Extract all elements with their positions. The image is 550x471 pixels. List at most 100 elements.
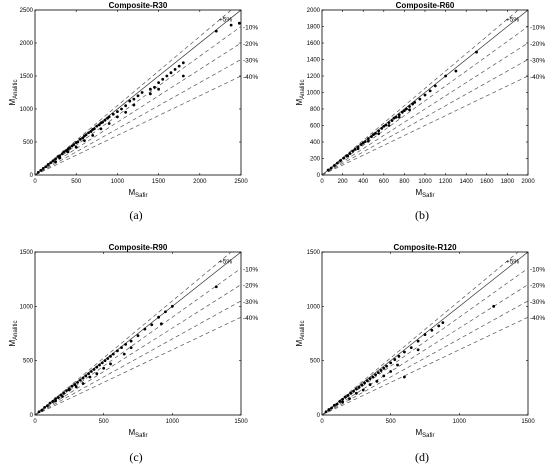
reference-line-label: -40% bbox=[243, 315, 258, 322]
y-tick-label: 200 bbox=[310, 157, 321, 163]
data-point bbox=[92, 127, 96, 131]
reference-line-5 bbox=[322, 75, 528, 175]
data-point bbox=[68, 146, 72, 150]
data-point bbox=[102, 366, 106, 370]
data-point bbox=[129, 346, 133, 350]
data-point bbox=[181, 74, 185, 78]
data-point bbox=[380, 126, 384, 130]
y-tick-label: 1400 bbox=[307, 58, 321, 64]
data-points bbox=[324, 304, 496, 414]
data-point bbox=[360, 383, 364, 387]
x-tick-label: 1000 bbox=[166, 419, 180, 425]
chart-title: Composite-R30 bbox=[109, 1, 168, 10]
data-point bbox=[60, 152, 64, 156]
data-point bbox=[159, 322, 163, 326]
data-point bbox=[423, 93, 427, 97]
data-point bbox=[454, 69, 458, 73]
reference-line-label: +5% bbox=[506, 258, 519, 265]
data-point bbox=[327, 408, 331, 411]
data-point bbox=[346, 394, 350, 397]
data-point bbox=[341, 397, 344, 401]
data-point bbox=[396, 363, 399, 367]
data-point bbox=[169, 71, 173, 75]
data-point bbox=[382, 374, 386, 378]
data-point bbox=[400, 110, 404, 114]
data-point bbox=[382, 124, 386, 128]
data-point bbox=[416, 348, 420, 352]
data-point bbox=[403, 375, 406, 379]
data-point bbox=[54, 157, 57, 161]
data-point bbox=[349, 391, 353, 395]
data-point bbox=[366, 137, 370, 141]
y-axis-label: MAnalitic bbox=[295, 79, 306, 105]
data-point bbox=[173, 68, 177, 71]
data-point bbox=[363, 140, 367, 143]
x-tick-label: 2000 bbox=[521, 179, 535, 185]
data-point bbox=[111, 112, 115, 116]
chart-panel-1: Composite-R30 +5% -10% -20% -30% -40% 0 500 1000… bbox=[8, 1, 258, 199]
data-point bbox=[237, 21, 241, 25]
y-tick-label: 800 bbox=[310, 107, 321, 113]
chart-title: Composite-R90 bbox=[109, 243, 168, 252]
data-point bbox=[148, 92, 152, 96]
data-point bbox=[418, 97, 422, 101]
y-tick-label: 1500 bbox=[307, 250, 321, 256]
data-point bbox=[332, 164, 336, 167]
y-tick-label: 500 bbox=[23, 140, 34, 146]
data-point bbox=[366, 139, 370, 143]
data-point bbox=[122, 352, 126, 356]
reference-line-label: -10% bbox=[530, 266, 545, 273]
x-axis-label: MSafir bbox=[128, 428, 147, 439]
data-point bbox=[214, 285, 218, 289]
data-point bbox=[342, 156, 346, 160]
reference-line-2 bbox=[322, 268, 528, 415]
y-tick-label: 0 bbox=[30, 413, 34, 419]
x-tick-label: 1200 bbox=[439, 179, 453, 185]
x-tick-label: 1600 bbox=[480, 179, 494, 185]
reference-line-2 bbox=[35, 26, 241, 175]
data-point bbox=[375, 379, 379, 383]
x-tick-label: 500 bbox=[386, 419, 397, 425]
data-point bbox=[214, 29, 218, 33]
data-point bbox=[354, 391, 358, 395]
data-point bbox=[379, 369, 383, 372]
data-point bbox=[37, 410, 41, 414]
data-point bbox=[353, 148, 357, 151]
data-point bbox=[359, 143, 363, 146]
data-point bbox=[356, 147, 360, 151]
data-point bbox=[170, 304, 174, 308]
data-point bbox=[330, 406, 334, 410]
data-point bbox=[393, 358, 397, 361]
data-point bbox=[371, 375, 375, 379]
data-point bbox=[437, 324, 441, 328]
x-axis-label: MSafir bbox=[415, 188, 434, 199]
data-point bbox=[124, 104, 128, 108]
reference-line-label: -20% bbox=[243, 283, 258, 290]
x-tick-label: 400 bbox=[358, 179, 369, 185]
data-point bbox=[66, 150, 70, 154]
reference-line-4 bbox=[322, 59, 528, 175]
data-point bbox=[416, 339, 420, 343]
data-point bbox=[365, 379, 369, 383]
chart-panel-4: Composite-R120 +5% -10% -20% -30% -40% 0 500 100… bbox=[295, 243, 545, 439]
y-tick-label: 2000 bbox=[307, 8, 321, 14]
data-point bbox=[143, 327, 147, 331]
data-point bbox=[41, 167, 45, 170]
data-point bbox=[397, 115, 401, 119]
data-point bbox=[157, 81, 161, 84]
y-tick-label: 1500 bbox=[20, 74, 34, 80]
data-point bbox=[140, 91, 144, 94]
data-point bbox=[39, 168, 43, 172]
data-point bbox=[74, 385, 78, 389]
x-tick-label: 500 bbox=[99, 419, 110, 425]
data-point bbox=[95, 365, 99, 369]
data-point bbox=[374, 131, 377, 135]
data-point bbox=[45, 404, 49, 408]
data-point bbox=[346, 154, 350, 158]
reference-line-0 bbox=[35, 252, 232, 415]
data-point bbox=[136, 94, 140, 98]
data-point bbox=[377, 132, 381, 136]
y-tick-label: 1000 bbox=[20, 304, 34, 310]
data-point bbox=[81, 376, 85, 380]
